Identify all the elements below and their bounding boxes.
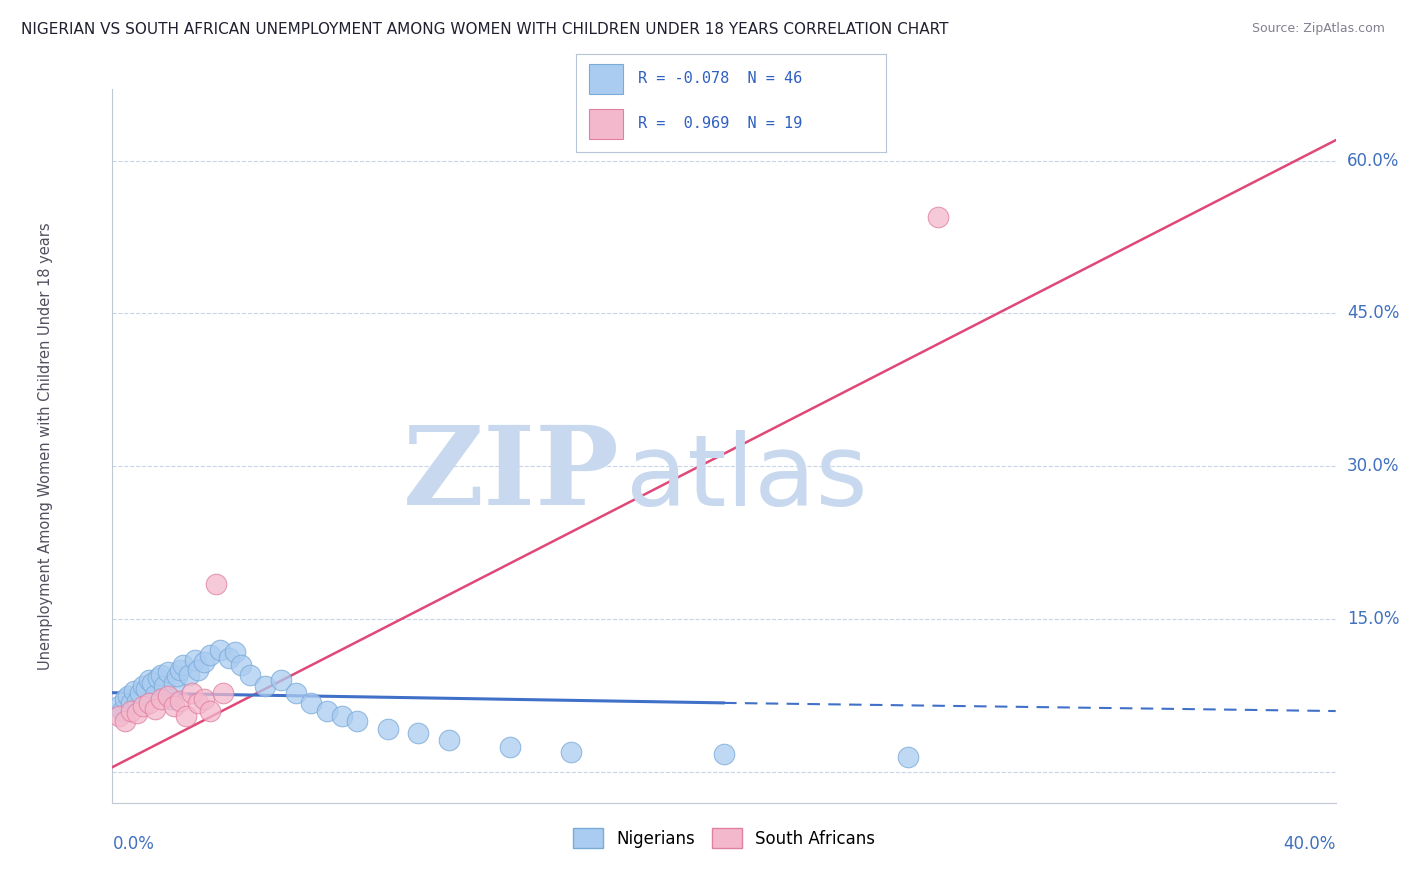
Point (150, 691, 173, 706)
Point (346, 714, 368, 729)
Text: ZIP: ZIP (404, 421, 620, 528)
Point (114, 691, 136, 706)
Point (437, 732, 460, 747)
Point (111, 704, 134, 718)
Point (229, 658, 252, 673)
FancyBboxPatch shape (589, 64, 623, 94)
Point (193, 691, 215, 706)
Point (150, 668, 173, 682)
Point (107, 709, 129, 723)
Point (125, 706, 148, 720)
Point (120, 696, 142, 710)
Point (284, 686, 308, 700)
Text: R =  0.969  N = 19: R = 0.969 N = 19 (638, 116, 803, 131)
Point (117, 689, 139, 703)
Point (125, 694, 148, 708)
Text: 15.0%: 15.0% (1347, 610, 1399, 628)
Point (184, 653, 207, 667)
Point (143, 702, 166, 716)
Point (138, 673, 160, 688)
Point (174, 709, 197, 723)
Point (270, 673, 292, 688)
Point (299, 696, 322, 710)
Point (187, 663, 209, 677)
Text: Unemployment Among Women with Children Under 18 years: Unemployment Among Women with Children U… (38, 222, 52, 670)
Text: atlas: atlas (626, 430, 868, 526)
FancyBboxPatch shape (589, 110, 623, 139)
Point (166, 669, 188, 683)
Point (163, 698, 186, 713)
Text: 45.0%: 45.0% (1347, 304, 1399, 323)
Point (135, 681, 157, 696)
Point (560, 745, 582, 759)
Point (177, 668, 200, 682)
Text: 40.0%: 40.0% (1284, 835, 1336, 853)
Point (927, 210, 949, 224)
Point (224, 645, 246, 659)
Text: R = -0.078  N = 46: R = -0.078 N = 46 (638, 70, 803, 86)
Point (132, 698, 155, 713)
Point (218, 651, 240, 665)
Point (200, 704, 222, 718)
Point (713, 747, 735, 761)
Point (205, 576, 228, 591)
Point (169, 663, 191, 677)
Legend: Nigerians, South Africans: Nigerians, South Africans (567, 822, 882, 855)
Point (143, 688, 166, 702)
Point (129, 686, 152, 700)
Text: 60.0%: 60.0% (1347, 152, 1399, 169)
Point (114, 714, 136, 729)
Point (200, 648, 222, 662)
Point (156, 689, 179, 703)
Point (169, 694, 191, 708)
Point (163, 675, 186, 690)
Point (148, 672, 170, 686)
Point (315, 704, 337, 718)
Point (377, 723, 399, 737)
Point (107, 698, 129, 713)
Point (156, 665, 179, 680)
Text: NIGERIAN VS SOUTH AFRICAN UNEMPLOYMENT AMONG WOMEN WITH CHILDREN UNDER 18 YEARS : NIGERIAN VS SOUTH AFRICAN UNEMPLOYMENT A… (21, 22, 949, 37)
Point (138, 696, 160, 710)
Point (181, 686, 204, 700)
Text: Source: ZipAtlas.com: Source: ZipAtlas.com (1251, 22, 1385, 36)
Point (122, 683, 145, 698)
Point (239, 668, 262, 682)
Point (120, 704, 142, 718)
Point (153, 679, 176, 693)
Point (132, 679, 155, 693)
Point (211, 686, 233, 700)
Point (330, 709, 353, 723)
Point (172, 658, 194, 673)
Point (187, 696, 209, 710)
Point (159, 691, 181, 706)
Text: 0.0%: 0.0% (112, 835, 155, 853)
Point (208, 643, 231, 657)
Point (254, 679, 277, 693)
Point (193, 655, 215, 669)
Point (499, 739, 522, 754)
Text: 30.0%: 30.0% (1347, 458, 1399, 475)
Point (408, 726, 430, 740)
Point (897, 750, 920, 764)
Point (141, 675, 163, 690)
